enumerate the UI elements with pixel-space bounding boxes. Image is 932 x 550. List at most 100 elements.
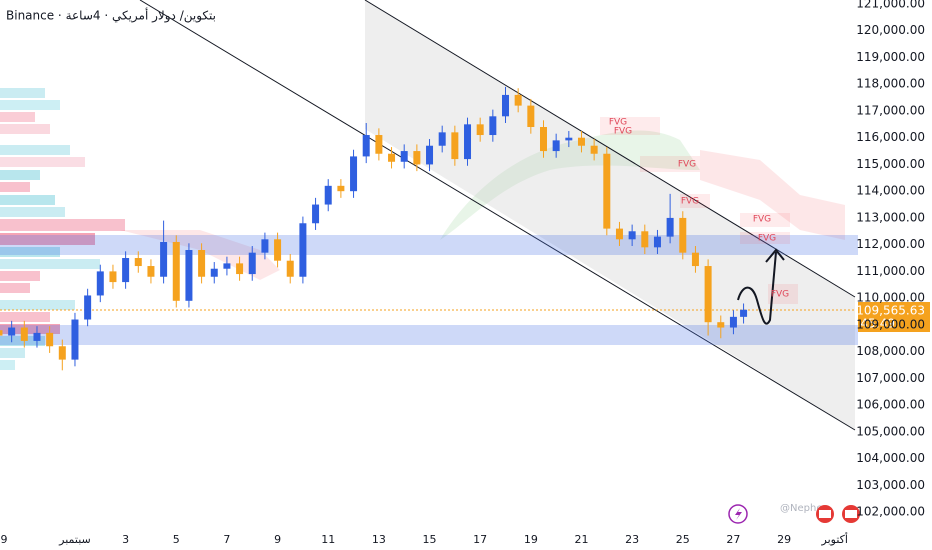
- y-tick-label: 106,000.00: [856, 398, 925, 412]
- channel-line: [364, 0, 856, 298]
- demand-zone: [0, 235, 858, 255]
- y-tick-label: 119,000.00: [856, 50, 925, 64]
- candle-body: [552, 140, 560, 152]
- chart-title: Binance · بتكوين/ دولار أمريكي · 4ساعة: [6, 8, 216, 24]
- x-tick-label: 3: [122, 533, 129, 546]
- candle-body: [134, 258, 142, 267]
- price-axis-bg: [858, 0, 932, 550]
- x-tick-label: 27: [726, 533, 740, 546]
- candle-body: [464, 124, 472, 160]
- candle-body: [653, 236, 661, 248]
- candle-body: [96, 271, 104, 296]
- candle-body: [527, 105, 535, 128]
- x-tick-label: أكتوبر: [821, 532, 848, 546]
- y-tick-label: 102,000.00: [856, 505, 925, 519]
- x-tick-label: 5: [173, 533, 180, 546]
- candle-body: [426, 145, 434, 165]
- candle-body: [274, 239, 282, 261]
- candle-body: [248, 252, 256, 275]
- candle-body: [109, 271, 117, 283]
- y-tick-label: 109,000.00: [856, 317, 925, 331]
- fvg-label: FVG: [681, 197, 699, 207]
- x-tick-label: سبتمبر: [58, 533, 91, 546]
- candle-body: [717, 322, 725, 328]
- y-tick-label: 121,000.00: [856, 0, 925, 11]
- candle-body: [299, 223, 307, 277]
- candle-body: [160, 241, 168, 277]
- y-tick-label: 107,000.00: [856, 371, 925, 385]
- y-tick-label: 114,000.00: [856, 184, 925, 198]
- y-tick-label: 113,000.00: [856, 210, 925, 224]
- fvg-label: FVG: [758, 234, 776, 244]
- candle-body: [641, 231, 649, 248]
- candle-body: [489, 116, 497, 136]
- candle-body: [8, 327, 16, 336]
- candle-body: [147, 266, 155, 277]
- candle-body: [413, 151, 421, 165]
- y-tick-label: 118,000.00: [856, 77, 925, 91]
- icon-lightning-bolt: [735, 508, 742, 520]
- candle-body: [362, 135, 370, 157]
- candle-body: [400, 151, 408, 162]
- candle-body: [0, 330, 3, 336]
- y-tick-label: 104,000.00: [856, 451, 925, 465]
- countdown: 45:49: [860, 317, 895, 331]
- candle-body: [704, 266, 712, 323]
- candle-body: [729, 316, 737, 328]
- candle-body: [33, 332, 41, 341]
- candle-body: [539, 127, 547, 152]
- y-tick-label: 116,000.00: [856, 130, 925, 144]
- x-tick-label: 19: [524, 533, 538, 546]
- y-tick-label: 108,000.00: [856, 344, 925, 358]
- x-tick-label: 13: [372, 533, 386, 546]
- candle-body: [172, 241, 180, 301]
- icon-flag-stripe: [845, 510, 857, 518]
- fvg-label: FVG: [609, 118, 627, 128]
- candle-body: [502, 94, 510, 117]
- x-tick-label: 7: [223, 533, 230, 546]
- y-tick-label: 110,000.00: [856, 291, 925, 305]
- x-tick-label: 9: [274, 533, 281, 546]
- candle-body: [628, 231, 636, 240]
- candle-body: [375, 135, 383, 154]
- x-tick-label: 25: [676, 533, 690, 546]
- volume-profile: [0, 88, 125, 370]
- candle-body: [210, 268, 218, 277]
- candle-body: [198, 250, 206, 277]
- cloud-green: [440, 130, 700, 240]
- candle-body: [350, 156, 358, 192]
- candle-body: [451, 132, 459, 160]
- arrow-head: [765, 248, 785, 263]
- fvg-label: FVG: [753, 215, 771, 225]
- candle-body: [438, 132, 446, 146]
- candle-body: [20, 327, 28, 341]
- y-tick-label: 112,000.00: [856, 237, 925, 251]
- x-tick-label: 11: [321, 533, 335, 546]
- y-tick-label: 115,000.00: [856, 157, 925, 171]
- candle-body: [261, 239, 269, 253]
- candle-body: [122, 258, 130, 283]
- icon-flag-stripe: [819, 510, 831, 518]
- candle-body: [603, 153, 611, 229]
- candle-body: [185, 250, 193, 301]
- candle-body: [312, 204, 320, 224]
- candle-body: [388, 153, 396, 162]
- candle-body: [476, 124, 484, 136]
- candle-body: [615, 228, 623, 240]
- cloud-red: [700, 150, 845, 240]
- candle-body: [666, 217, 674, 237]
- y-tick-label: 111,000.00: [856, 264, 925, 278]
- candle-body: [337, 185, 345, 192]
- candle-body: [679, 217, 687, 253]
- fvg-label: FVG: [771, 290, 789, 300]
- fvg-label: FVG: [614, 127, 632, 137]
- candle-body: [223, 263, 231, 269]
- x-tick-label: 9: [1, 533, 8, 546]
- candle-body: [577, 137, 585, 146]
- candle-body: [236, 263, 244, 275]
- y-tick-label: 120,000.00: [856, 23, 925, 37]
- candle-body: [590, 145, 598, 154]
- candle-body: [740, 309, 748, 317]
- channel-line: [139, 0, 856, 431]
